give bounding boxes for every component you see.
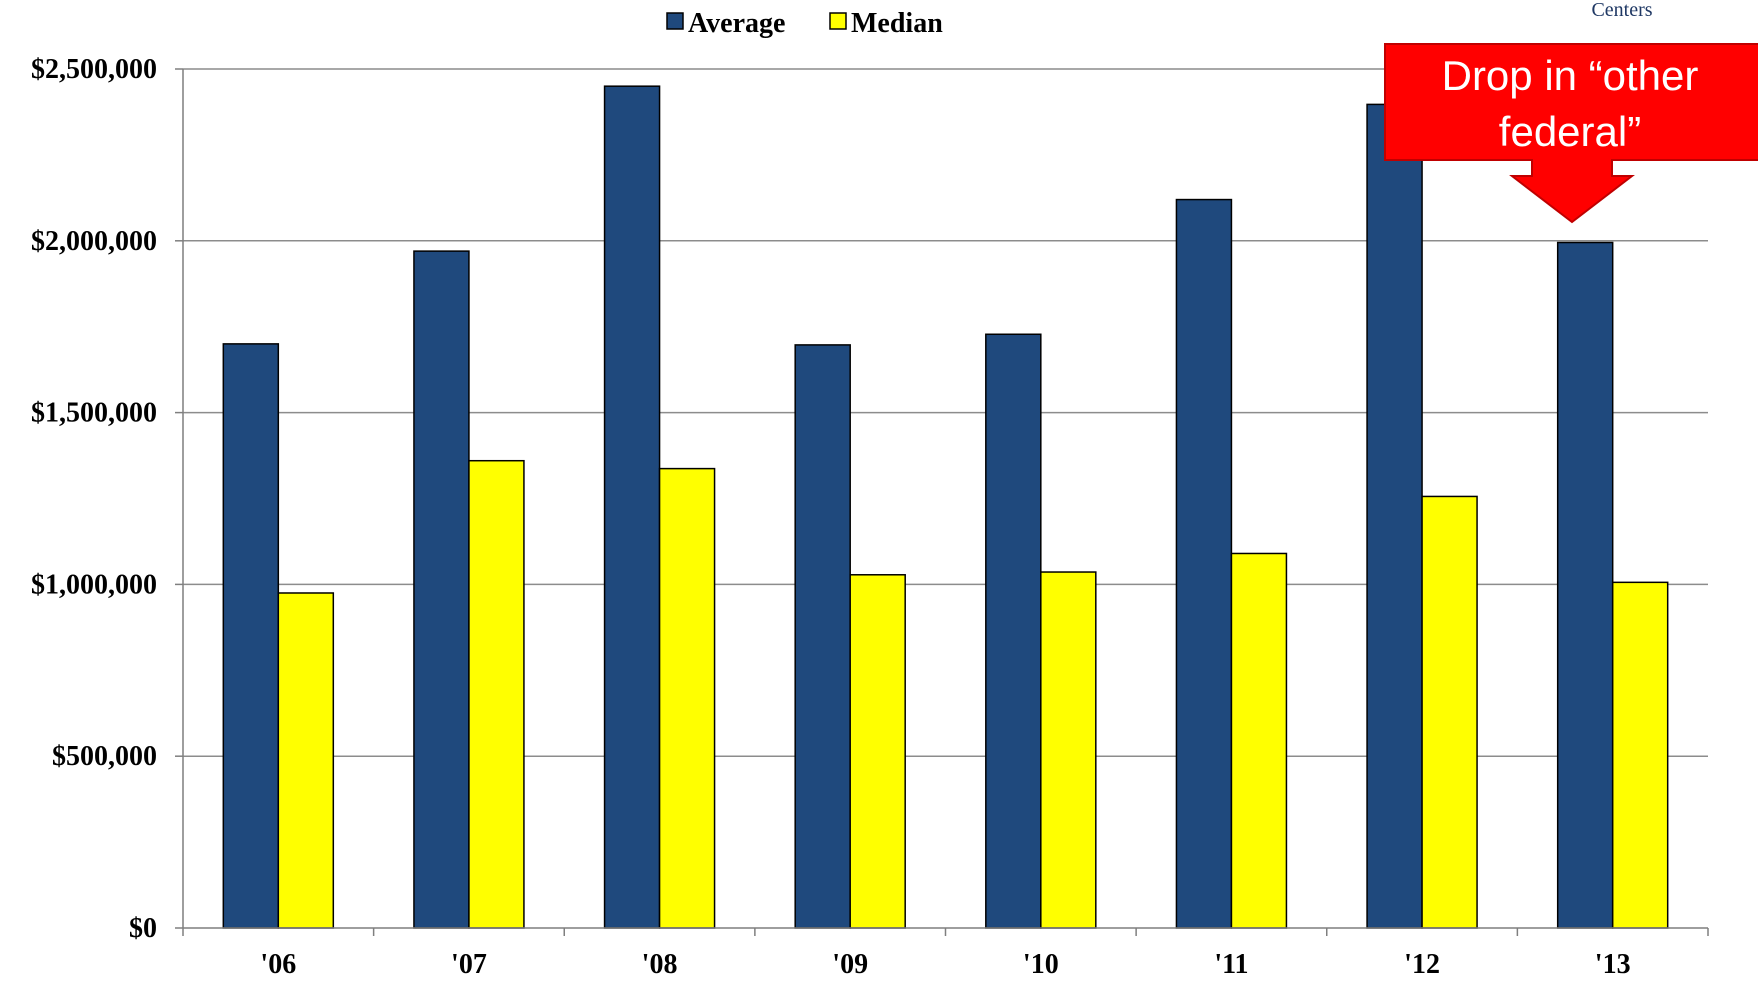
bar-median-0 xyxy=(277,592,335,929)
callout-line-2: federal” xyxy=(1499,108,1641,155)
bar-median-5 xyxy=(1230,552,1288,929)
legend-swatch-median xyxy=(829,12,847,30)
bar-average-5 xyxy=(1175,198,1233,929)
legend-label-median: Median xyxy=(851,8,943,39)
bar-average-7 xyxy=(1556,241,1614,929)
callout-arrow-shape xyxy=(1384,43,1758,224)
bar-median-4 xyxy=(1040,571,1097,929)
bar-average-2 xyxy=(603,85,661,929)
bar-median-2 xyxy=(658,467,716,929)
x-tick-label: '11 xyxy=(1214,949,1248,977)
x-tick-label: '07 xyxy=(451,949,487,977)
y-tick-label: $500,000 xyxy=(52,741,157,772)
bar-average-6 xyxy=(1366,103,1423,929)
legend-swatch-average xyxy=(666,12,684,30)
bar-median-6 xyxy=(1421,495,1478,929)
bar-average-3 xyxy=(794,344,851,929)
bar-average-4 xyxy=(985,333,1042,929)
y-tick-label: $2,500,000 xyxy=(31,54,157,85)
legend-label-average: Average xyxy=(688,8,785,39)
x-tick-label: '06 xyxy=(260,949,296,977)
gridlines xyxy=(183,68,1708,757)
x-tick-label: '10 xyxy=(1023,949,1059,977)
x-tick-label: '12 xyxy=(1404,949,1440,977)
y-tick-label: $2,000,000 xyxy=(31,226,157,257)
callout-annotation: Drop in “other federal” xyxy=(1384,43,1758,224)
x-tick-label: '09 xyxy=(832,949,868,977)
y-tick-label: $1,000,000 xyxy=(31,569,157,600)
x-tick-label: '08 xyxy=(642,949,678,977)
bar-median-7 xyxy=(1611,581,1669,929)
bars xyxy=(222,85,1669,929)
bar-average-1 xyxy=(413,250,470,929)
x-tick-label: '13 xyxy=(1595,949,1631,977)
bar-median-3 xyxy=(849,574,906,929)
y-tick-label: $0 xyxy=(129,913,157,944)
corner-note: Centers xyxy=(1591,0,1652,21)
callout-line-1: Drop in “other xyxy=(1442,52,1699,99)
bar-median-1 xyxy=(468,459,525,929)
bar-average-0 xyxy=(222,343,280,929)
legend: Average Median xyxy=(666,8,943,39)
y-tick-label: $1,500,000 xyxy=(31,398,157,429)
axes: $0 $500,000 $1,000,000 $1,500,000 $2,000,000… xyxy=(31,54,1709,980)
